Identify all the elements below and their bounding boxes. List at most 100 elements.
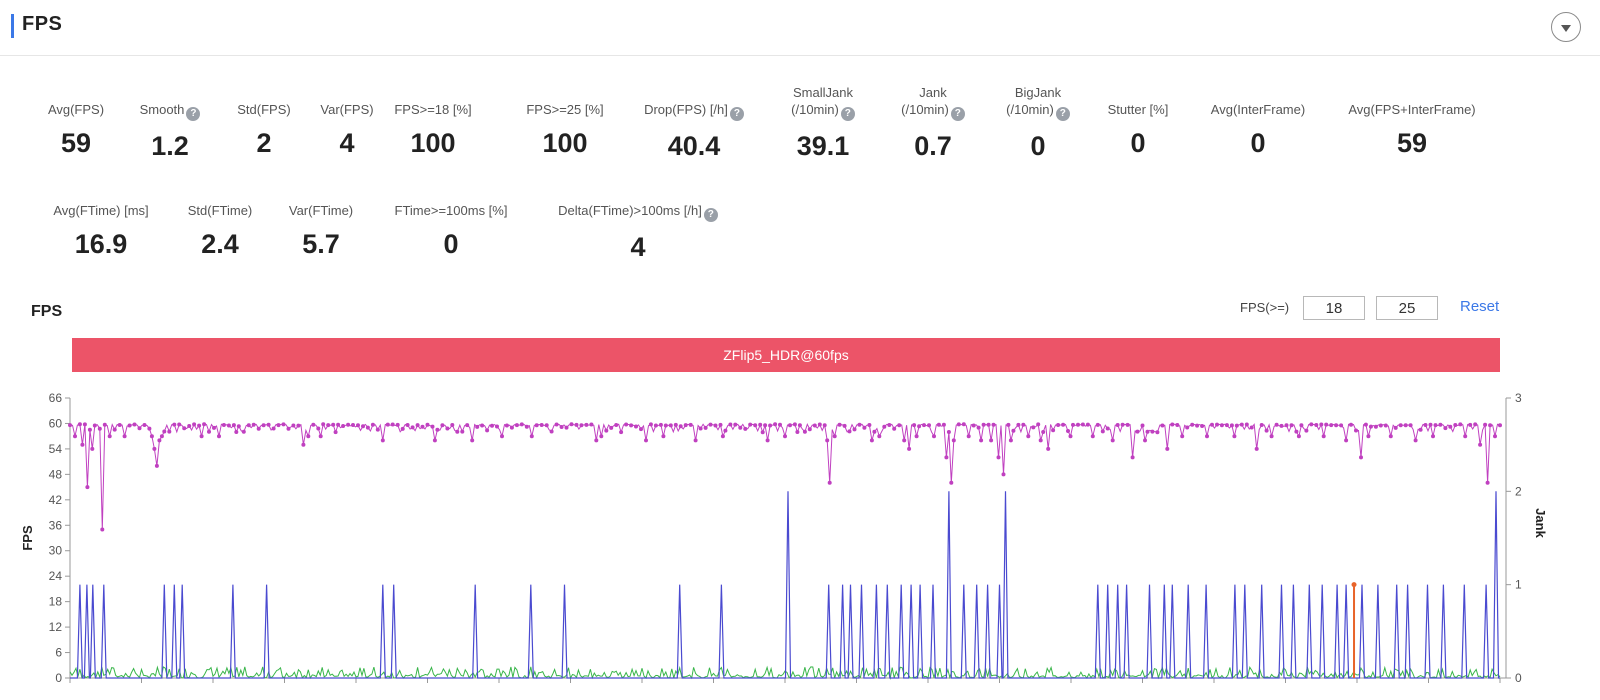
fps-data-point <box>1488 423 1493 428</box>
fps-data-point <box>594 438 599 443</box>
fps-series-line <box>69 422 1501 530</box>
fps-data-point <box>1354 428 1358 433</box>
help-icon[interactable]: ? <box>703 208 718 222</box>
fps-data-point <box>979 438 984 443</box>
fps-data-point <box>107 434 112 439</box>
reset-button[interactable]: Reset <box>1460 298 1500 315</box>
metric-label: Avg(InterFrame) <box>1158 101 1358 118</box>
fps-data-point <box>1068 434 1073 439</box>
fps-data-point <box>311 422 316 427</box>
y-tick-label: 66 <box>49 391 63 405</box>
fps-threshold-high-input[interactable] <box>1376 296 1438 320</box>
help-icon[interactable]: ? <box>729 107 744 121</box>
fps-data-point <box>661 434 666 439</box>
metric-value: 39.1 <box>796 131 850 161</box>
y-tick-label: 54 <box>49 442 63 456</box>
fps-data-point <box>1413 438 1418 443</box>
fps-data-point <box>1110 438 1115 443</box>
fps-data-point <box>504 423 509 428</box>
fps-data-point <box>738 425 743 430</box>
fps-threshold-low-input[interactable] <box>1303 296 1365 320</box>
fps-data-point <box>167 429 172 434</box>
fps-data-point <box>728 422 733 427</box>
fps-data-point <box>887 423 892 427</box>
fps-data-point <box>1038 438 1043 443</box>
fps-data-point <box>1418 427 1423 432</box>
fps-data-point <box>544 423 549 428</box>
metric-label: Delta(FTime)>100ms [/h]? <box>538 202 738 222</box>
fps-data-point <box>1011 428 1016 433</box>
fps-data-point <box>226 423 231 428</box>
fps-data-point <box>1383 423 1388 428</box>
fps-data-point <box>1195 423 1200 428</box>
fps-data-point <box>1373 424 1378 429</box>
fps-data-point <box>867 423 872 427</box>
fps-data-point <box>688 422 693 427</box>
fps-data-point <box>678 424 683 429</box>
fps-data-point <box>1249 425 1254 430</box>
fps-data-point <box>1006 422 1011 427</box>
fps-data-point <box>306 434 311 439</box>
fps-data-point <box>316 426 321 431</box>
fps-data-point <box>405 423 410 427</box>
fps-data-point <box>1190 422 1195 427</box>
fps-data-point <box>415 423 420 428</box>
fps-data-point <box>743 426 748 431</box>
fps-data-point <box>1140 423 1145 428</box>
metric-value: 59 <box>60 128 92 158</box>
fps-data-point <box>1229 423 1234 428</box>
fps-data-point <box>1431 434 1435 439</box>
fps-data-point <box>1180 434 1185 439</box>
fps-data-point <box>629 423 634 428</box>
fps-data-point <box>827 480 832 485</box>
help-icon[interactable]: ? <box>1055 107 1070 121</box>
help-icon[interactable]: ? <box>950 107 965 121</box>
fps-data-point <box>207 429 211 434</box>
fps-data-point <box>430 424 435 429</box>
fps-data-point <box>857 422 862 427</box>
fps-data-point <box>1076 422 1080 427</box>
fps-data-point <box>445 426 450 431</box>
fps-data-point <box>768 423 773 428</box>
fps-data-point <box>420 424 425 429</box>
fps-data-point <box>795 430 800 434</box>
metric-block: Std(FPS) 2 <box>164 101 364 159</box>
fps-data-point <box>1150 429 1155 434</box>
fps-data-point <box>256 426 261 431</box>
fps-data-point <box>470 438 475 443</box>
fps-data-point <box>122 434 127 439</box>
fps-data-point <box>1289 423 1294 428</box>
fps-data-point <box>882 424 887 429</box>
fps-data-point <box>817 422 822 427</box>
fps-data-point <box>82 422 87 427</box>
fps-data-point <box>1056 423 1061 427</box>
fps-data-point <box>976 425 981 430</box>
fps-data-point <box>1359 455 1363 460</box>
fps-data-point <box>241 429 246 434</box>
fps-data-point <box>182 426 187 431</box>
fps-data-point <box>1309 422 1314 427</box>
fps-data-point <box>1393 425 1398 430</box>
fps-data-point <box>326 423 331 428</box>
collapse-button[interactable] <box>1551 12 1581 42</box>
fps-data-point <box>1041 430 1046 434</box>
fps-data-point <box>154 463 159 468</box>
fps-data-point <box>792 422 797 427</box>
metric-label: Std(FTime) <box>120 202 320 219</box>
fps-data-point <box>1468 422 1473 427</box>
fps-data-point <box>564 425 569 430</box>
help-icon[interactable]: ? <box>186 107 201 121</box>
fps-data-point <box>624 422 629 427</box>
fps-data-point <box>1438 422 1443 427</box>
fps-data-point <box>922 423 926 428</box>
y2-tick-label: 2 <box>1515 484 1522 498</box>
fps-data-point <box>1135 429 1140 434</box>
fps-data-point <box>236 424 241 429</box>
help-icon[interactable]: ? <box>840 107 855 121</box>
fps-data-point <box>673 422 678 427</box>
fps-data-point <box>1259 423 1264 427</box>
fps-data-point <box>668 423 673 428</box>
fps-data-point <box>509 425 514 430</box>
fps-data-point <box>455 429 460 434</box>
fps-data-point <box>1443 426 1448 431</box>
